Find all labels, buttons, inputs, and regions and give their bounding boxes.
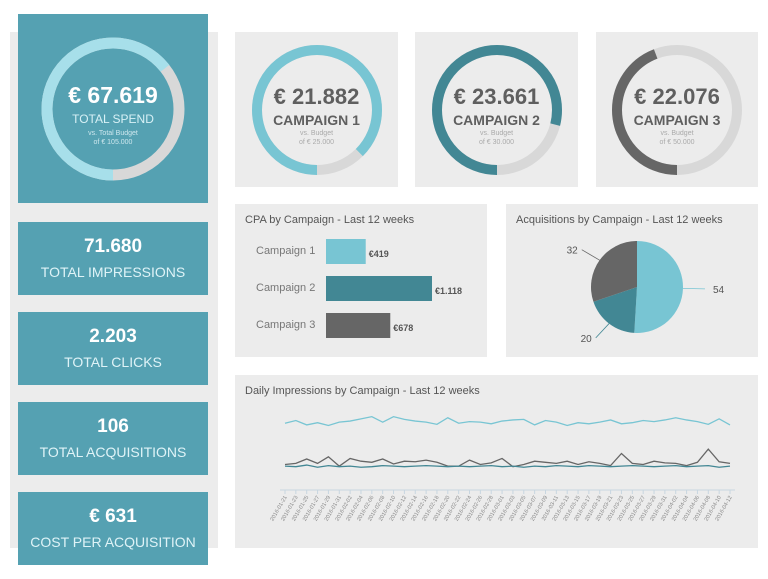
- campaign-spend-value: € 23.661: [453, 84, 540, 109]
- kpi-value: 106: [97, 416, 129, 437]
- campaign-budget-sub1: vs. Budget: [299, 130, 334, 137]
- cpa-chart-title: CPA by Campaign - Last 12 weeks: [245, 214, 415, 226]
- bar: [326, 313, 391, 338]
- kpi-label: COST PER ACQUISITION: [30, 534, 196, 550]
- kpi-value: 2.203: [89, 326, 137, 347]
- pie-slice: [591, 241, 637, 302]
- pie-chart-title: Acquisitions by Campaign - Last 12 weeks: [516, 214, 723, 226]
- series-line-1: [284, 415, 731, 427]
- daily-impressions-line-chart-panel: Daily Impressions by Campaign - Last 12 …: [235, 375, 758, 548]
- pie-leader-line: [595, 323, 610, 339]
- kpi-value: 71.680: [83, 236, 143, 257]
- series-line-2: [284, 448, 731, 468]
- series-line-3: [284, 464, 731, 468]
- pie-data-label: 20: [581, 334, 593, 345]
- bar-category-label: Campaign 3: [256, 319, 315, 331]
- total-spend-gauge: [41, 37, 185, 180]
- kpi-label: TOTAL IMPRESSIONS: [40, 264, 186, 280]
- gauge-fill: [251, 44, 382, 175]
- campaign-label: CAMPAIGN 3: [633, 112, 721, 128]
- line-chart-title: Daily Impressions by Campaign - Last 12 …: [245, 385, 480, 397]
- campaign-spend-value: € 22.076: [634, 84, 720, 109]
- kpi-total-acquisitions: 106 TOTAL ACQUISITIONS: [18, 402, 208, 475]
- total-spend-card: € 67.619 TOTAL SPEND vs. Total Budget of…: [18, 14, 208, 203]
- pie-leader-line: [581, 249, 600, 261]
- pie-slice: [634, 241, 683, 333]
- campaign-3-gauge-card: € 22.076 CAMPAIGN 3 vs. Budget of € 50.0…: [596, 32, 758, 187]
- bar-category-label: Campaign 1: [256, 245, 315, 257]
- gauge-fill: [431, 44, 562, 175]
- kpi-label: TOTAL CLICKS: [64, 354, 162, 370]
- campaign-budget-sub2: of € 50.000: [659, 139, 695, 146]
- daily-impressions-line-chart: 2016-01-212016-01-232016-01-252016-01-27…: [269, 415, 735, 522]
- gauge-fill: [612, 44, 742, 175]
- campaign-1-gauge-card: € 21.882 CAMPAIGN 1 vs. Budget of € 25.0…: [235, 32, 398, 187]
- pie-data-label: 32: [567, 246, 579, 257]
- cpa-bar-chart-panel: CPA by Campaign - Last 12 weeks Campaign…: [235, 204, 487, 357]
- total-spend-sub1: vs. Total Budget: [88, 130, 138, 137]
- bar-data-label: €1.118: [435, 286, 462, 296]
- campaign-budget-sub1: vs. Budget: [479, 130, 514, 137]
- total-spend-sub2: of € 105.000: [93, 139, 133, 146]
- bar-data-label: €419: [369, 249, 389, 259]
- bar: [326, 239, 366, 264]
- total-spend-value: € 67.619: [68, 82, 158, 108]
- bar-category-label: Campaign 2: [256, 282, 315, 294]
- bar: [326, 276, 432, 301]
- kpi-total-clicks: 2.203 TOTAL CLICKS: [18, 312, 208, 385]
- campaign-gauge: [431, 44, 562, 175]
- campaign-2-gauge-card: € 23.661 CAMPAIGN 2 vs. Budget of € 30.0…: [415, 32, 578, 187]
- campaign-spend-value: € 21.882: [273, 84, 360, 109]
- gauge-fill: [41, 37, 185, 180]
- kpi-cost-per-acquisition: € 631 COST PER ACQUISITION: [18, 492, 208, 565]
- campaign-budget-sub1: vs. Budget: [660, 130, 694, 137]
- kpi-total-impressions: 71.680 TOTAL IMPRESSIONS: [18, 222, 208, 295]
- campaign-label: CAMPAIGN 2: [453, 112, 540, 128]
- acquisitions-pie-chart-panel: Acquisitions by Campaign - Last 12 weeks…: [506, 204, 758, 357]
- pie-slice: [593, 287, 637, 333]
- campaign-gauge: [612, 44, 742, 175]
- kpi-value: € 631: [89, 506, 137, 527]
- kpi-label: TOTAL ACQUISITIONS: [39, 444, 187, 460]
- bar-data-label: €678: [393, 323, 413, 333]
- pie-leader-line: [682, 287, 705, 290]
- pie-data-label: 54: [713, 285, 725, 296]
- campaign-budget-sub2: of € 30.000: [478, 139, 515, 146]
- total-spend-label: TOTAL SPEND: [72, 112, 154, 126]
- campaign-gauge: [251, 44, 382, 175]
- campaign-budget-sub2: of € 25.000: [298, 139, 335, 146]
- cpa-bar-chart: Campaign 1 €419 Campaign 2 €1.118 Campaign 3…: [256, 239, 462, 338]
- acquisitions-pie-chart: 54 20 32: [567, 241, 725, 345]
- campaign-label: CAMPAIGN 1: [273, 112, 360, 128]
